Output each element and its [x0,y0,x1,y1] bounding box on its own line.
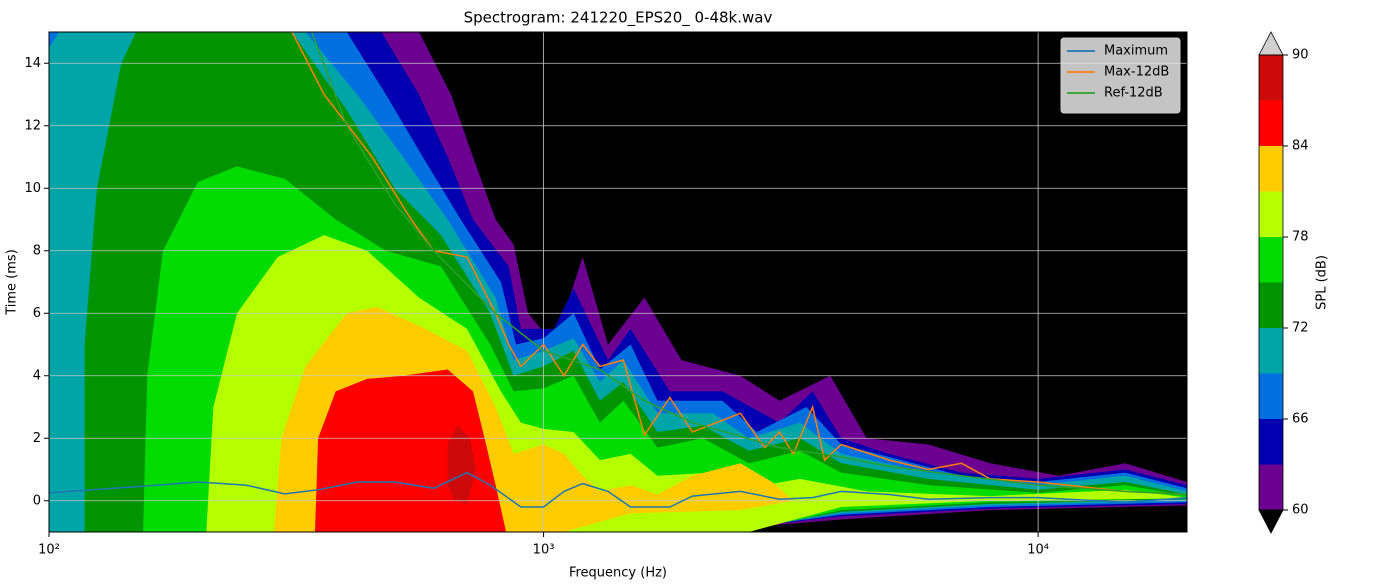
series-line [291,32,1187,496]
x-tick-label: 10² [38,543,60,558]
colorbar-tick-label: 72 [1292,321,1309,336]
y-tick-label: 14 [24,56,41,71]
colorbar-segment [1259,55,1283,101]
colorbar-segment [1259,282,1283,328]
chart-title: Spectrogram: 241220_EPS20_ 0-48k.wav [464,9,773,28]
x-axis-label: Frequency (Hz) [569,566,667,581]
y-tick-label: 2 [33,431,41,446]
colorbar-tick-label: 60 [1292,503,1309,518]
colorbar-label: SPL (dB) [1315,255,1330,310]
colorbar-tick-label: 84 [1292,139,1309,154]
series-line [311,32,1187,496]
colorbar-tick-label: 90 [1292,48,1309,63]
contour-region [447,425,476,504]
legend-label: Ref-12dB [1104,86,1163,101]
colorbar-segment [1259,237,1283,283]
x-tick-label: 10³ [533,543,555,558]
plot-area [49,32,1187,532]
legend-label: Maximum [1104,44,1168,59]
colorbar-tick-label: 78 [1292,230,1309,245]
y-tick-label: 4 [33,368,41,383]
legend-box [1060,37,1181,114]
y-tick-label: 10 [24,181,41,196]
colorbar-over [1258,31,1284,56]
colorbar-tick-label: 66 [1292,412,1309,427]
y-tick-label: 12 [24,118,41,133]
legend: Maximum Max-12dB Ref-12dB [1060,37,1181,114]
y-axis-label: Time (ms) [5,249,20,316]
colorbar-segment [1259,419,1283,465]
colorbar-under [1258,509,1284,534]
colorbar-segment [1259,328,1283,374]
colorbar-segment [1259,373,1283,419]
plot-frame [48,31,1188,533]
colorbar-frame [1258,54,1284,511]
legend-label: Max-12dB [1104,65,1169,80]
colorbar-segment [1259,464,1283,510]
axes: 10² 10³ 10⁴ 0 2 4 6 8 10 12 14 [24,56,1049,558]
x-tick-label: 10⁴ [1027,543,1049,558]
y-tick-label: 8 [33,243,41,258]
colorbar: 60 66 72 78 84 90 SPL (dB) [1258,31,1330,534]
colorbar-segment [1259,191,1283,237]
y-tick-label: 6 [33,306,41,321]
colorbar-segment [1259,146,1283,192]
colorbar-segment [1259,100,1283,146]
y-tick-label: 0 [33,493,41,508]
series-line [49,471,1187,508]
